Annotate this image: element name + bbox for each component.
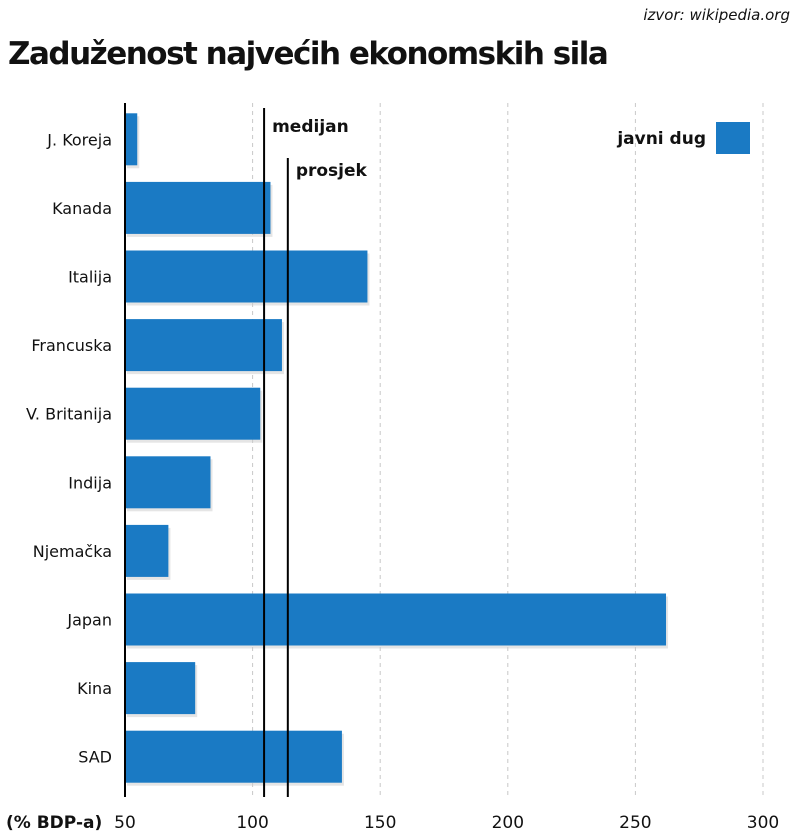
- mean-label: prosjek: [296, 161, 368, 181]
- x-tick-label: 50: [114, 813, 136, 833]
- category-label: Francuska: [31, 336, 112, 355]
- category-label: V. Britanija: [26, 405, 112, 424]
- legend-swatch: [716, 122, 750, 154]
- bar-j-koreja: [125, 113, 138, 166]
- category-label: SAD: [78, 748, 112, 767]
- bar-v-britanija: [125, 387, 261, 440]
- bar-kanada: [125, 181, 271, 234]
- x-tick-label: 200: [492, 813, 524, 833]
- category-label: Njemačka: [33, 542, 112, 561]
- x-tick-label: 100: [236, 813, 268, 833]
- x-tick-label: 300: [747, 813, 779, 833]
- chart-title: Zaduženost najvećih ekonomskih sila: [8, 36, 609, 72]
- bar-indija: [125, 456, 211, 509]
- category-label: Japan: [66, 611, 112, 630]
- legend-label: javni dug: [616, 129, 706, 149]
- x-tick-label: 250: [619, 813, 651, 833]
- category-label: J. Koreja: [46, 130, 112, 149]
- median-label: medijan: [272, 117, 349, 137]
- bar-japan: [125, 593, 667, 646]
- category-label: Kanada: [52, 199, 112, 218]
- category-label: Italija: [68, 268, 112, 287]
- category-label: Kina: [77, 679, 112, 698]
- category-label: Indija: [68, 473, 112, 492]
- source-note: izvor: wikipedia.org: [643, 6, 790, 24]
- bar-sad: [125, 730, 342, 783]
- x-axis-label: (% BDP-a): [6, 813, 102, 833]
- bar-kina: [125, 662, 196, 715]
- bar-francuska: [125, 319, 282, 372]
- bar-njema-ka: [125, 524, 169, 577]
- x-tick-label: 150: [364, 813, 396, 833]
- bar-italija: [125, 250, 368, 303]
